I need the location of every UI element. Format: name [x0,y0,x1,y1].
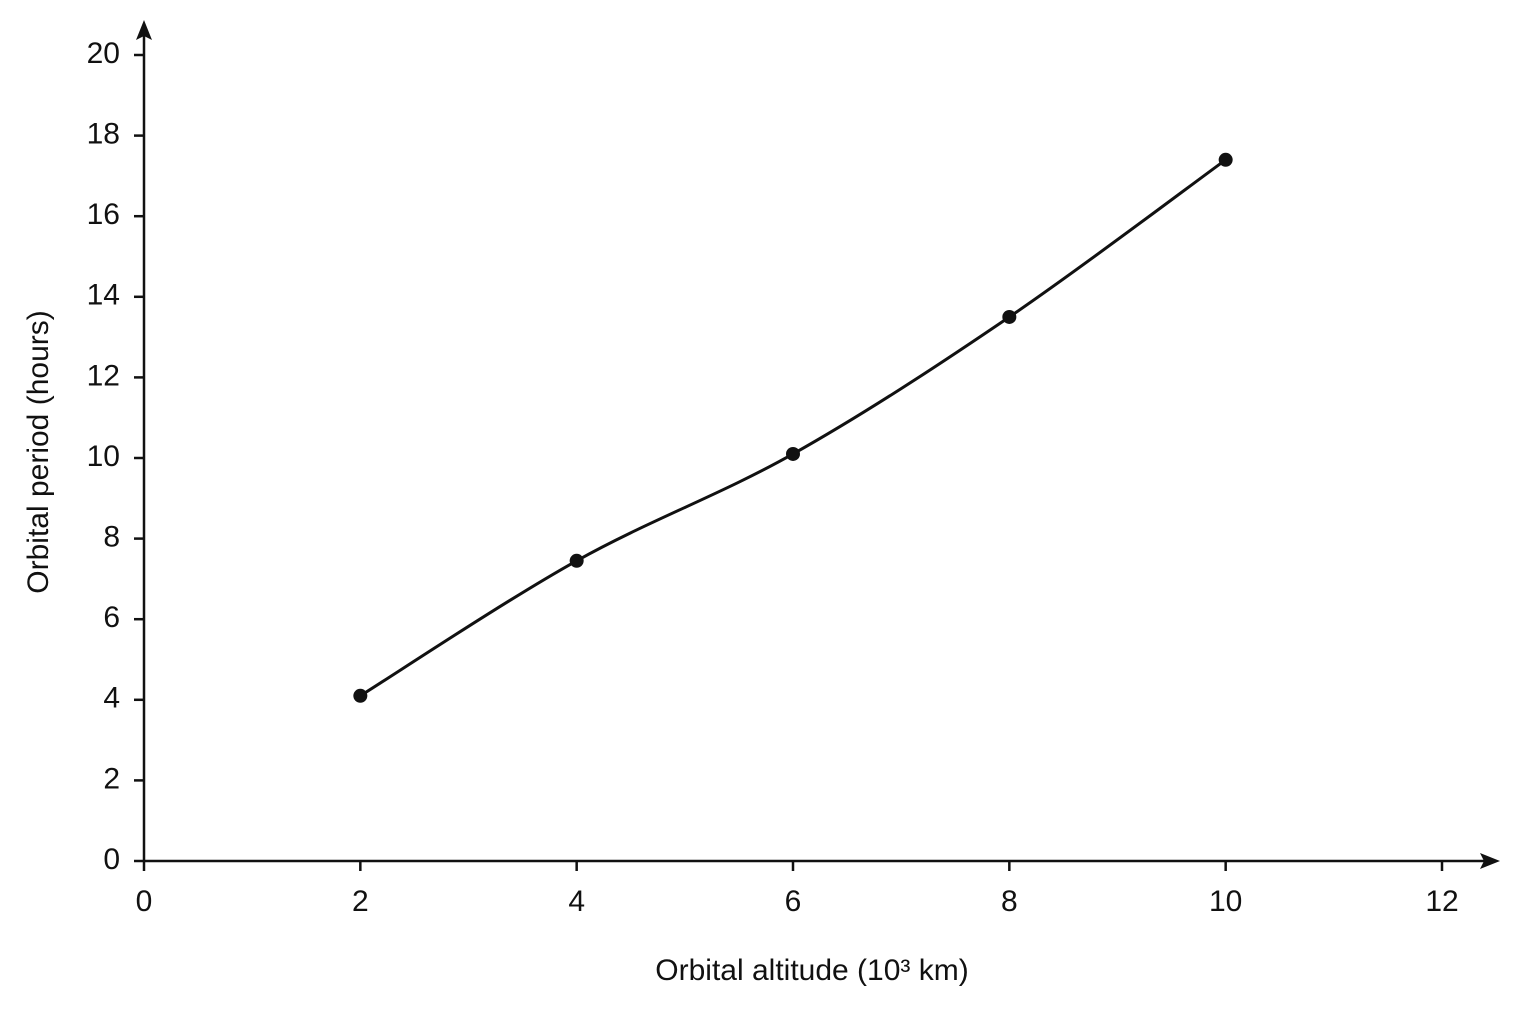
y-tick-label: 6 [103,601,120,634]
y-tick-label: 4 [103,682,120,715]
y-tick-label: 16 [87,198,120,231]
y-tick-label: 0 [103,843,120,876]
x-tick-label: 10 [1209,885,1242,918]
x-axis-arrow [1480,853,1500,869]
point [569,553,584,568]
y-axis-arrow [136,20,152,40]
point [1218,152,1233,167]
y-tick-label: 2 [103,762,120,795]
y-tick-label: 12 [87,359,120,392]
point [1002,309,1017,324]
point [786,446,800,461]
y-axis-label: Orbital period (hours) [22,310,55,593]
line [359,158,1227,698]
point [353,688,368,703]
x-tick-label: 4 [568,885,585,918]
y-tick-label: 10 [87,440,120,473]
x-tick-label: 8 [1001,885,1018,918]
y-tick-label: 8 [103,521,120,554]
x-tick-label: 2 [352,885,369,918]
y-tick-label: 18 [87,118,120,151]
x-tick-label: 6 [785,885,802,918]
y-tick-label: 20 [87,37,120,70]
y-tick-label: 14 [87,279,120,312]
x-tick-label: 12 [1425,885,1458,918]
x-tick-label: 0 [136,885,153,918]
x-axis-label: Orbital altitude (10³ km) [655,954,968,987]
